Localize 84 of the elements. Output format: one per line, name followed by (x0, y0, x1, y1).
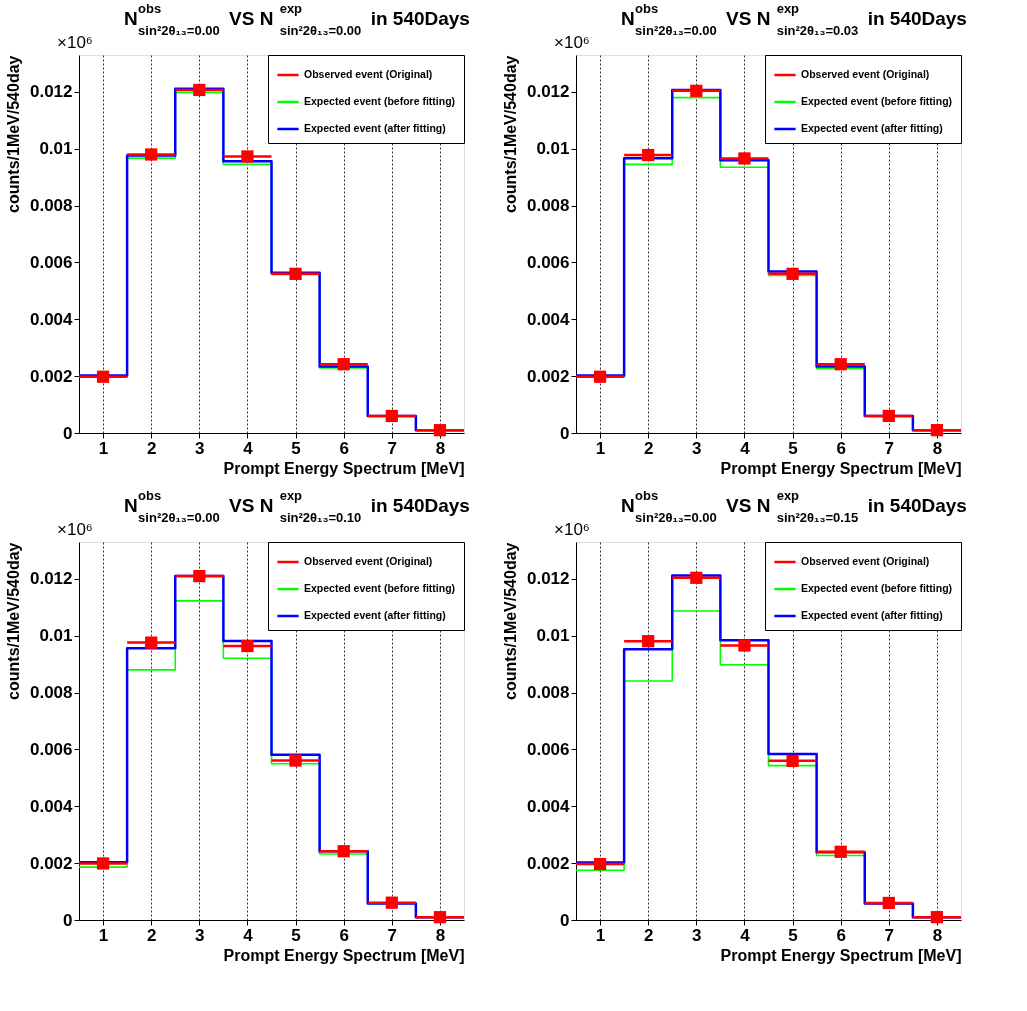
y-tick-label: 0.002 (29, 366, 73, 386)
x-tick-label: 4 (243, 438, 254, 458)
x-tick-label: 8 (435, 925, 446, 945)
x-tick-label: 5 (291, 438, 301, 458)
y-tick-label: 0.008 (29, 196, 73, 216)
legend-label: Observed event (Original) (304, 555, 433, 567)
x-tick-label: 6 (836, 438, 846, 458)
x-tick-label: 1 (595, 925, 606, 945)
x-axis-title: Prompt Energy Spectrum [MeV] (720, 459, 962, 477)
legend-label: Expected event (before fitting) (801, 95, 953, 107)
text: ×10⁶ (57, 33, 93, 52)
x-axis-title: Prompt Energy Spectrum [MeV] (223, 459, 465, 477)
y-tick-label: 0 (63, 910, 73, 930)
y-tick-label: 0.008 (29, 683, 73, 703)
x-axis-title: Prompt Energy Spectrum [MeV] (720, 946, 962, 964)
y-axis-title: counts/1MeV/540day (501, 55, 519, 213)
y-tick-label: 0.006 (29, 739, 73, 759)
y-tick-label: 0 (63, 423, 73, 443)
y-tick-label: 0.008 (526, 196, 570, 216)
x-tick-label: 3 (692, 438, 702, 458)
x-tick-label: 5 (788, 925, 798, 945)
x-tick-label: 6 (836, 925, 846, 945)
legend-label: Expected event (after fitting) (304, 122, 446, 134)
x-tick-label: 3 (692, 925, 702, 945)
x-tick-label: 2 (643, 438, 654, 458)
x-tick-label: 4 (740, 438, 751, 458)
text: ×10⁶ (554, 520, 590, 539)
y-tick-label: 0.01 (39, 139, 73, 159)
x-tick-label: 4 (243, 925, 254, 945)
x-tick-label: 1 (98, 438, 109, 458)
legend-label: Expected event (before fitting) (304, 95, 456, 107)
x-tick-label: 2 (146, 438, 157, 458)
x-tick-label: 1 (595, 438, 606, 458)
y-tick-label: 0.01 (536, 139, 570, 159)
y-tick-label: 0.012 (29, 569, 73, 589)
y-tick-label: 0.004 (526, 309, 571, 329)
x-tick-label: 7 (884, 925, 895, 945)
y-tick-label: 0.01 (39, 626, 73, 646)
x-tick-label: 8 (435, 438, 446, 458)
y-tick-label: 0.012 (526, 82, 570, 102)
y-tick-label: 0.004 (29, 309, 74, 329)
x-tick-label: 6 (339, 438, 349, 458)
x-tick-label: 3 (195, 925, 205, 945)
legend-label: Observed event (Original) (801, 68, 930, 80)
y-tick-label: 0.002 (526, 853, 570, 873)
legend-label: Expected event (after fitting) (801, 609, 943, 621)
x-tick-label: 3 (195, 438, 205, 458)
y-tick-label: 0.01 (536, 626, 570, 646)
y-axis-title: counts/1MeV/540day (4, 55, 22, 213)
x-tick-label: 8 (932, 438, 943, 458)
text: ×10⁶ (554, 33, 590, 52)
x-tick-label: 6 (339, 925, 349, 945)
x-tick-label: 4 (740, 925, 751, 945)
legend-label: Observed event (Original) (801, 555, 930, 567)
x-tick-label: 7 (387, 925, 398, 945)
y-tick-label: 0.006 (526, 252, 570, 272)
x-tick-label: 8 (932, 925, 943, 945)
y-tick-label: 0.002 (29, 853, 73, 873)
x-tick-label: 5 (291, 925, 301, 945)
x-tick-label: 2 (146, 925, 157, 945)
y-tick-label: 0.006 (29, 252, 73, 272)
legend-label: Expected event (after fitting) (304, 609, 446, 621)
legend-label: Expected event (after fitting) (801, 122, 943, 134)
y-tick-label: 0.012 (526, 569, 570, 589)
text: ×10⁶ (57, 520, 93, 539)
y-axis-title: counts/1MeV/540day (4, 542, 22, 700)
x-tick-label: 1 (98, 925, 109, 945)
x-tick-label: 7 (884, 438, 895, 458)
legend-label: Expected event (before fitting) (304, 582, 456, 594)
x-tick-label: 5 (788, 438, 798, 458)
y-tick-label: 0.008 (526, 683, 570, 703)
y-tick-label: 0.004 (29, 796, 74, 816)
y-tick-label: 0 (560, 423, 570, 443)
y-tick-label: 0.002 (526, 366, 570, 386)
y-tick-label: 0 (560, 910, 570, 930)
x-tick-label: 2 (643, 925, 654, 945)
x-axis-title: Prompt Energy Spectrum [MeV] (223, 946, 465, 964)
y-tick-label: 0.004 (526, 796, 571, 816)
x-tick-label: 7 (387, 438, 398, 458)
y-tick-label: 0.006 (526, 739, 570, 759)
y-tick-label: 0.012 (29, 82, 73, 102)
legend-label: Expected event (before fitting) (801, 582, 953, 594)
y-axis-title: counts/1MeV/540day (501, 542, 519, 700)
legend-label: Observed event (Original) (304, 68, 433, 80)
